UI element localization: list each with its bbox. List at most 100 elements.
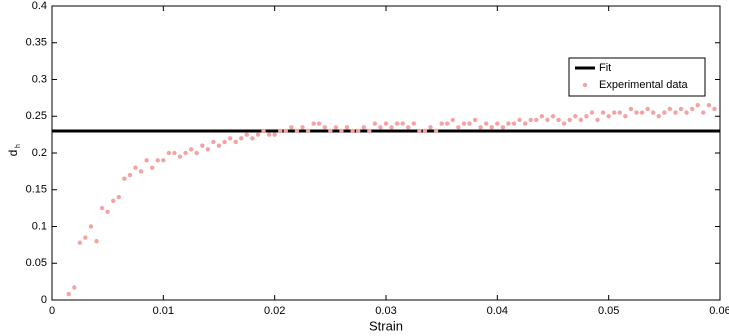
x-tick-label: 0	[49, 305, 55, 317]
data-point	[484, 121, 489, 126]
data-point	[534, 117, 539, 123]
data-point	[150, 165, 155, 170]
data-point	[445, 121, 450, 126]
data-point	[662, 110, 667, 115]
data-point	[99, 205, 105, 211]
data-point	[428, 125, 433, 130]
data-point	[83, 235, 88, 240]
data-point	[155, 158, 160, 163]
data-point	[211, 139, 216, 145]
data-point	[166, 150, 172, 156]
data-point	[77, 240, 83, 245]
y-axis-label-group: d h	[6, 144, 22, 156]
data-point	[422, 128, 428, 134]
data-point	[595, 117, 600, 123]
data-point	[127, 172, 133, 178]
data-point	[617, 110, 622, 115]
data-point	[600, 110, 606, 115]
data-point	[239, 136, 244, 141]
x-tick-label: 0.05	[598, 305, 619, 317]
data-point	[138, 169, 144, 174]
plot-frame	[51, 5, 721, 301]
data-point	[578, 117, 584, 123]
data-point	[433, 128, 439, 134]
data-point	[328, 128, 333, 134]
data-point	[389, 125, 394, 130]
data-point	[339, 128, 344, 134]
data-point	[634, 110, 639, 115]
x-axis-label: Strain	[369, 318, 403, 333]
legend-swatch	[582, 82, 588, 88]
legend-box	[568, 57, 706, 97]
data-point	[194, 150, 199, 156]
x-tick-label: 0.02	[264, 305, 285, 317]
x-tick-label: 0.04	[487, 305, 508, 317]
data-point	[300, 125, 305, 130]
data-point	[522, 121, 528, 126]
data-point	[133, 165, 138, 170]
data-point	[122, 176, 127, 181]
data-point	[183, 150, 188, 156]
y-axis-label-subscript: h	[15, 144, 22, 148]
plot-area	[52, 6, 720, 300]
data-point	[478, 125, 483, 130]
data-point	[589, 110, 595, 115]
data-point	[517, 117, 522, 123]
data-point	[394, 121, 400, 126]
data-point	[689, 106, 695, 112]
data-point	[406, 125, 411, 130]
data-point	[283, 128, 288, 134]
data-point	[695, 103, 700, 108]
data-point	[144, 158, 149, 163]
data-point	[511, 121, 517, 126]
data-point	[545, 117, 550, 123]
data-point	[612, 110, 617, 115]
y-tick-label: 0.4	[32, 0, 47, 12]
data-point	[94, 239, 99, 244]
data-point	[567, 117, 572, 123]
data-point	[556, 117, 561, 123]
data-point	[200, 143, 205, 148]
y-tick-label: 0.35	[26, 37, 47, 49]
data-point	[411, 121, 417, 126]
data-point	[294, 128, 300, 134]
data-point	[500, 125, 506, 130]
data-point	[344, 125, 350, 130]
data-point	[472, 117, 478, 123]
data-point	[656, 114, 661, 119]
data-point	[706, 103, 712, 108]
data-point	[350, 128, 355, 134]
data-point	[278, 128, 283, 134]
data-point	[177, 154, 183, 159]
legend-label: Fit	[599, 62, 611, 74]
x-tick-label: 0.03	[375, 305, 396, 317]
data-point	[539, 114, 545, 119]
data-point	[645, 106, 650, 112]
data-point	[684, 110, 689, 115]
data-point	[367, 128, 372, 134]
data-point	[372, 121, 378, 126]
y-tick-label: 0.3	[32, 73, 47, 85]
data-point	[383, 121, 389, 126]
data-point	[227, 136, 233, 141]
data-point	[712, 106, 717, 112]
data-point	[216, 143, 222, 148]
legend: Fit Experimental data	[568, 57, 706, 97]
data-point	[72, 285, 77, 290]
data-point	[639, 110, 645, 115]
data-point	[161, 158, 166, 163]
data-point	[317, 121, 322, 126]
y-tick-label: 0	[41, 294, 47, 306]
data-point	[88, 224, 94, 229]
data-point	[400, 121, 405, 126]
data-point	[623, 114, 628, 119]
data-point	[584, 114, 589, 119]
data-point	[651, 110, 656, 115]
data-point	[667, 106, 673, 112]
data-point	[266, 132, 272, 137]
data-point	[573, 114, 578, 119]
data-point	[461, 121, 467, 126]
data-point	[105, 209, 110, 214]
